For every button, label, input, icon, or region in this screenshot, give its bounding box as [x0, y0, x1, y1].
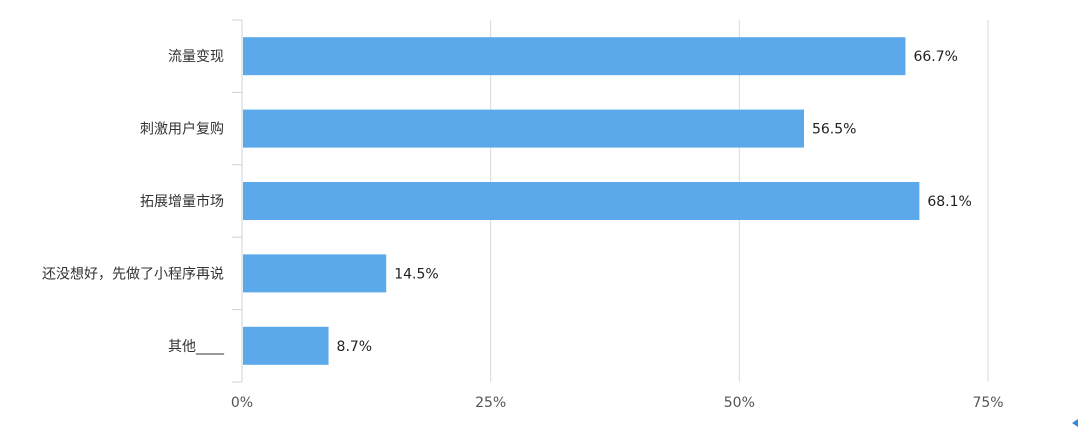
- bar[interactable]: [243, 37, 906, 76]
- bar[interactable]: [243, 254, 387, 293]
- value-label: 14.5%: [394, 266, 438, 282]
- x-tick-label: 75%: [972, 395, 1003, 411]
- value-label: 8.7%: [337, 339, 373, 355]
- value-label: 68.1%: [927, 194, 971, 210]
- category-label: 流量变现: [168, 49, 224, 65]
- x-tick-label: 50%: [724, 395, 755, 411]
- bar[interactable]: [243, 109, 804, 148]
- x-tick-label: 0%: [231, 395, 253, 411]
- category-label: 拓展增量市场: [140, 193, 224, 210]
- x-tick-label: 25%: [475, 395, 506, 411]
- category-label: 还没想好，先做了小程序再说: [42, 266, 224, 282]
- value-label: 66.7%: [913, 49, 957, 65]
- bar[interactable]: [243, 182, 920, 220]
- category-label: 刺激用户复购: [140, 121, 224, 138]
- labels: 0% 25% 50% 75% 流量变现 66.7% 刺激用户复购 56.5% 拓展增量市场 68.…: [42, 49, 1004, 411]
- bar[interactable]: [243, 326, 329, 365]
- category-label: 其他____: [168, 339, 225, 355]
- value-label: 56.5%: [812, 122, 856, 138]
- bars: [243, 37, 920, 365]
- scroll-arrow-icon[interactable]: [1072, 419, 1078, 427]
- y-axis: [232, 19, 243, 383]
